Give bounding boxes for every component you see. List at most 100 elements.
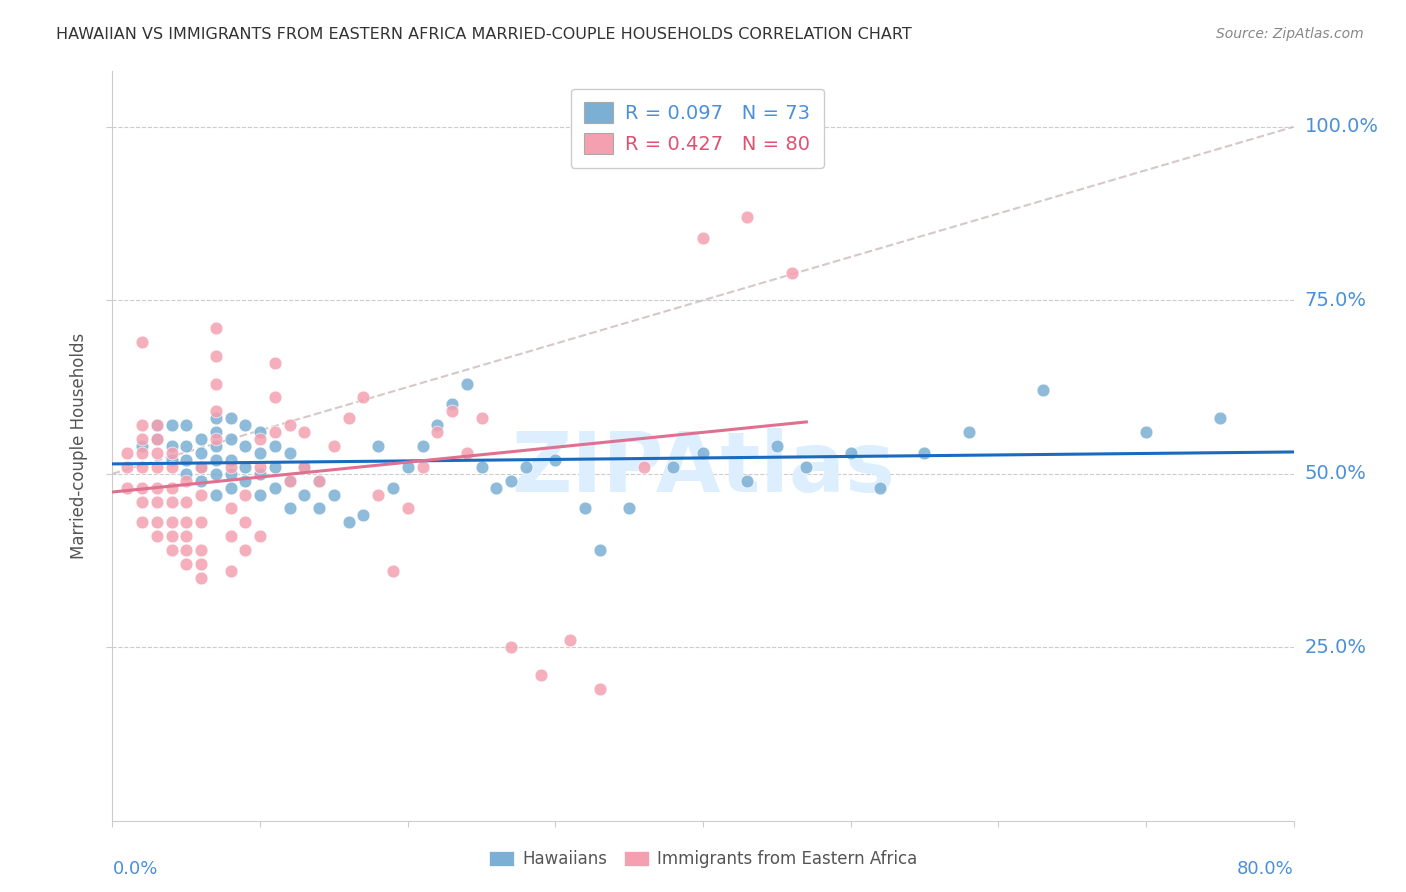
Point bbox=[205, 349, 228, 363]
Text: ZIPAtlas: ZIPAtlas bbox=[510, 428, 896, 509]
Point bbox=[249, 425, 271, 439]
Point bbox=[278, 474, 301, 488]
Point bbox=[205, 432, 228, 446]
Text: 0.0%: 0.0% bbox=[112, 860, 157, 878]
Point bbox=[264, 481, 287, 495]
Point bbox=[367, 487, 389, 501]
Point bbox=[839, 446, 862, 460]
Point bbox=[396, 459, 419, 474]
Point bbox=[264, 356, 287, 370]
Point bbox=[219, 481, 242, 495]
Point bbox=[219, 467, 242, 481]
Point bbox=[1032, 384, 1054, 398]
Point bbox=[190, 516, 212, 530]
Point bbox=[249, 467, 271, 481]
Point bbox=[292, 459, 315, 474]
Point bbox=[382, 481, 405, 495]
Point bbox=[174, 557, 197, 571]
Point bbox=[588, 543, 610, 558]
Point bbox=[501, 640, 523, 655]
Point bbox=[219, 529, 242, 543]
Point bbox=[146, 481, 169, 495]
Point bbox=[205, 453, 228, 467]
Point bbox=[914, 446, 936, 460]
Point bbox=[574, 501, 596, 516]
Point bbox=[278, 446, 301, 460]
Point bbox=[264, 425, 287, 439]
Point bbox=[352, 391, 374, 405]
Legend: Hawaiians, Immigrants from Eastern Africa: Hawaiians, Immigrants from Eastern Afric… bbox=[482, 844, 924, 875]
Point bbox=[205, 321, 228, 335]
Point bbox=[190, 543, 212, 558]
Text: 50.0%: 50.0% bbox=[1305, 464, 1367, 483]
Point bbox=[692, 446, 714, 460]
Point bbox=[190, 446, 212, 460]
Point bbox=[396, 501, 419, 516]
Point bbox=[146, 446, 169, 460]
Point bbox=[146, 529, 169, 543]
Point bbox=[249, 446, 271, 460]
Text: Source: ZipAtlas.com: Source: ZipAtlas.com bbox=[1216, 27, 1364, 41]
Point bbox=[205, 411, 228, 425]
Point bbox=[515, 459, 537, 474]
Point bbox=[219, 453, 242, 467]
Point bbox=[146, 418, 169, 433]
Point bbox=[485, 481, 508, 495]
Point bbox=[558, 633, 582, 648]
Point bbox=[470, 459, 494, 474]
Point bbox=[619, 501, 641, 516]
Point bbox=[131, 459, 153, 474]
Point bbox=[278, 418, 301, 433]
Point bbox=[501, 474, 523, 488]
Point bbox=[219, 459, 242, 474]
Point bbox=[1208, 411, 1232, 425]
Point bbox=[529, 668, 551, 682]
Point bbox=[131, 334, 153, 349]
Point bbox=[308, 474, 330, 488]
Point bbox=[174, 529, 197, 543]
Text: 75.0%: 75.0% bbox=[1305, 291, 1367, 310]
Point bbox=[205, 439, 228, 453]
Point bbox=[205, 404, 228, 418]
Point bbox=[131, 446, 153, 460]
Point bbox=[737, 210, 759, 224]
Point bbox=[146, 432, 169, 446]
Point bbox=[174, 494, 197, 508]
Point bbox=[411, 459, 433, 474]
Point bbox=[337, 411, 360, 425]
Point bbox=[441, 397, 464, 411]
Point bbox=[219, 564, 242, 578]
Point bbox=[160, 439, 183, 453]
Point bbox=[146, 516, 169, 530]
Point bbox=[117, 481, 138, 495]
Point bbox=[160, 459, 183, 474]
Point bbox=[233, 487, 256, 501]
Point bbox=[174, 543, 197, 558]
Point bbox=[278, 501, 301, 516]
Point bbox=[292, 425, 315, 439]
Point bbox=[737, 474, 759, 488]
Point bbox=[174, 439, 197, 453]
Point bbox=[264, 459, 287, 474]
Point bbox=[456, 376, 478, 391]
Point bbox=[146, 418, 169, 433]
Point bbox=[233, 418, 256, 433]
Point bbox=[117, 459, 138, 474]
Point bbox=[190, 474, 212, 488]
Point bbox=[323, 487, 346, 501]
Point bbox=[233, 543, 256, 558]
Point bbox=[426, 425, 449, 439]
Point bbox=[131, 494, 153, 508]
Point bbox=[174, 467, 197, 481]
Point bbox=[146, 494, 169, 508]
Point bbox=[190, 459, 212, 474]
Point bbox=[160, 418, 183, 433]
Point bbox=[160, 516, 183, 530]
Point bbox=[160, 543, 183, 558]
Y-axis label: Married-couple Households: Married-couple Households bbox=[70, 333, 89, 559]
Point bbox=[205, 487, 228, 501]
Point bbox=[131, 481, 153, 495]
Legend: R = 0.097   N = 73, R = 0.427   N = 80: R = 0.097 N = 73, R = 0.427 N = 80 bbox=[571, 88, 824, 168]
Point bbox=[205, 376, 228, 391]
Point bbox=[233, 439, 256, 453]
